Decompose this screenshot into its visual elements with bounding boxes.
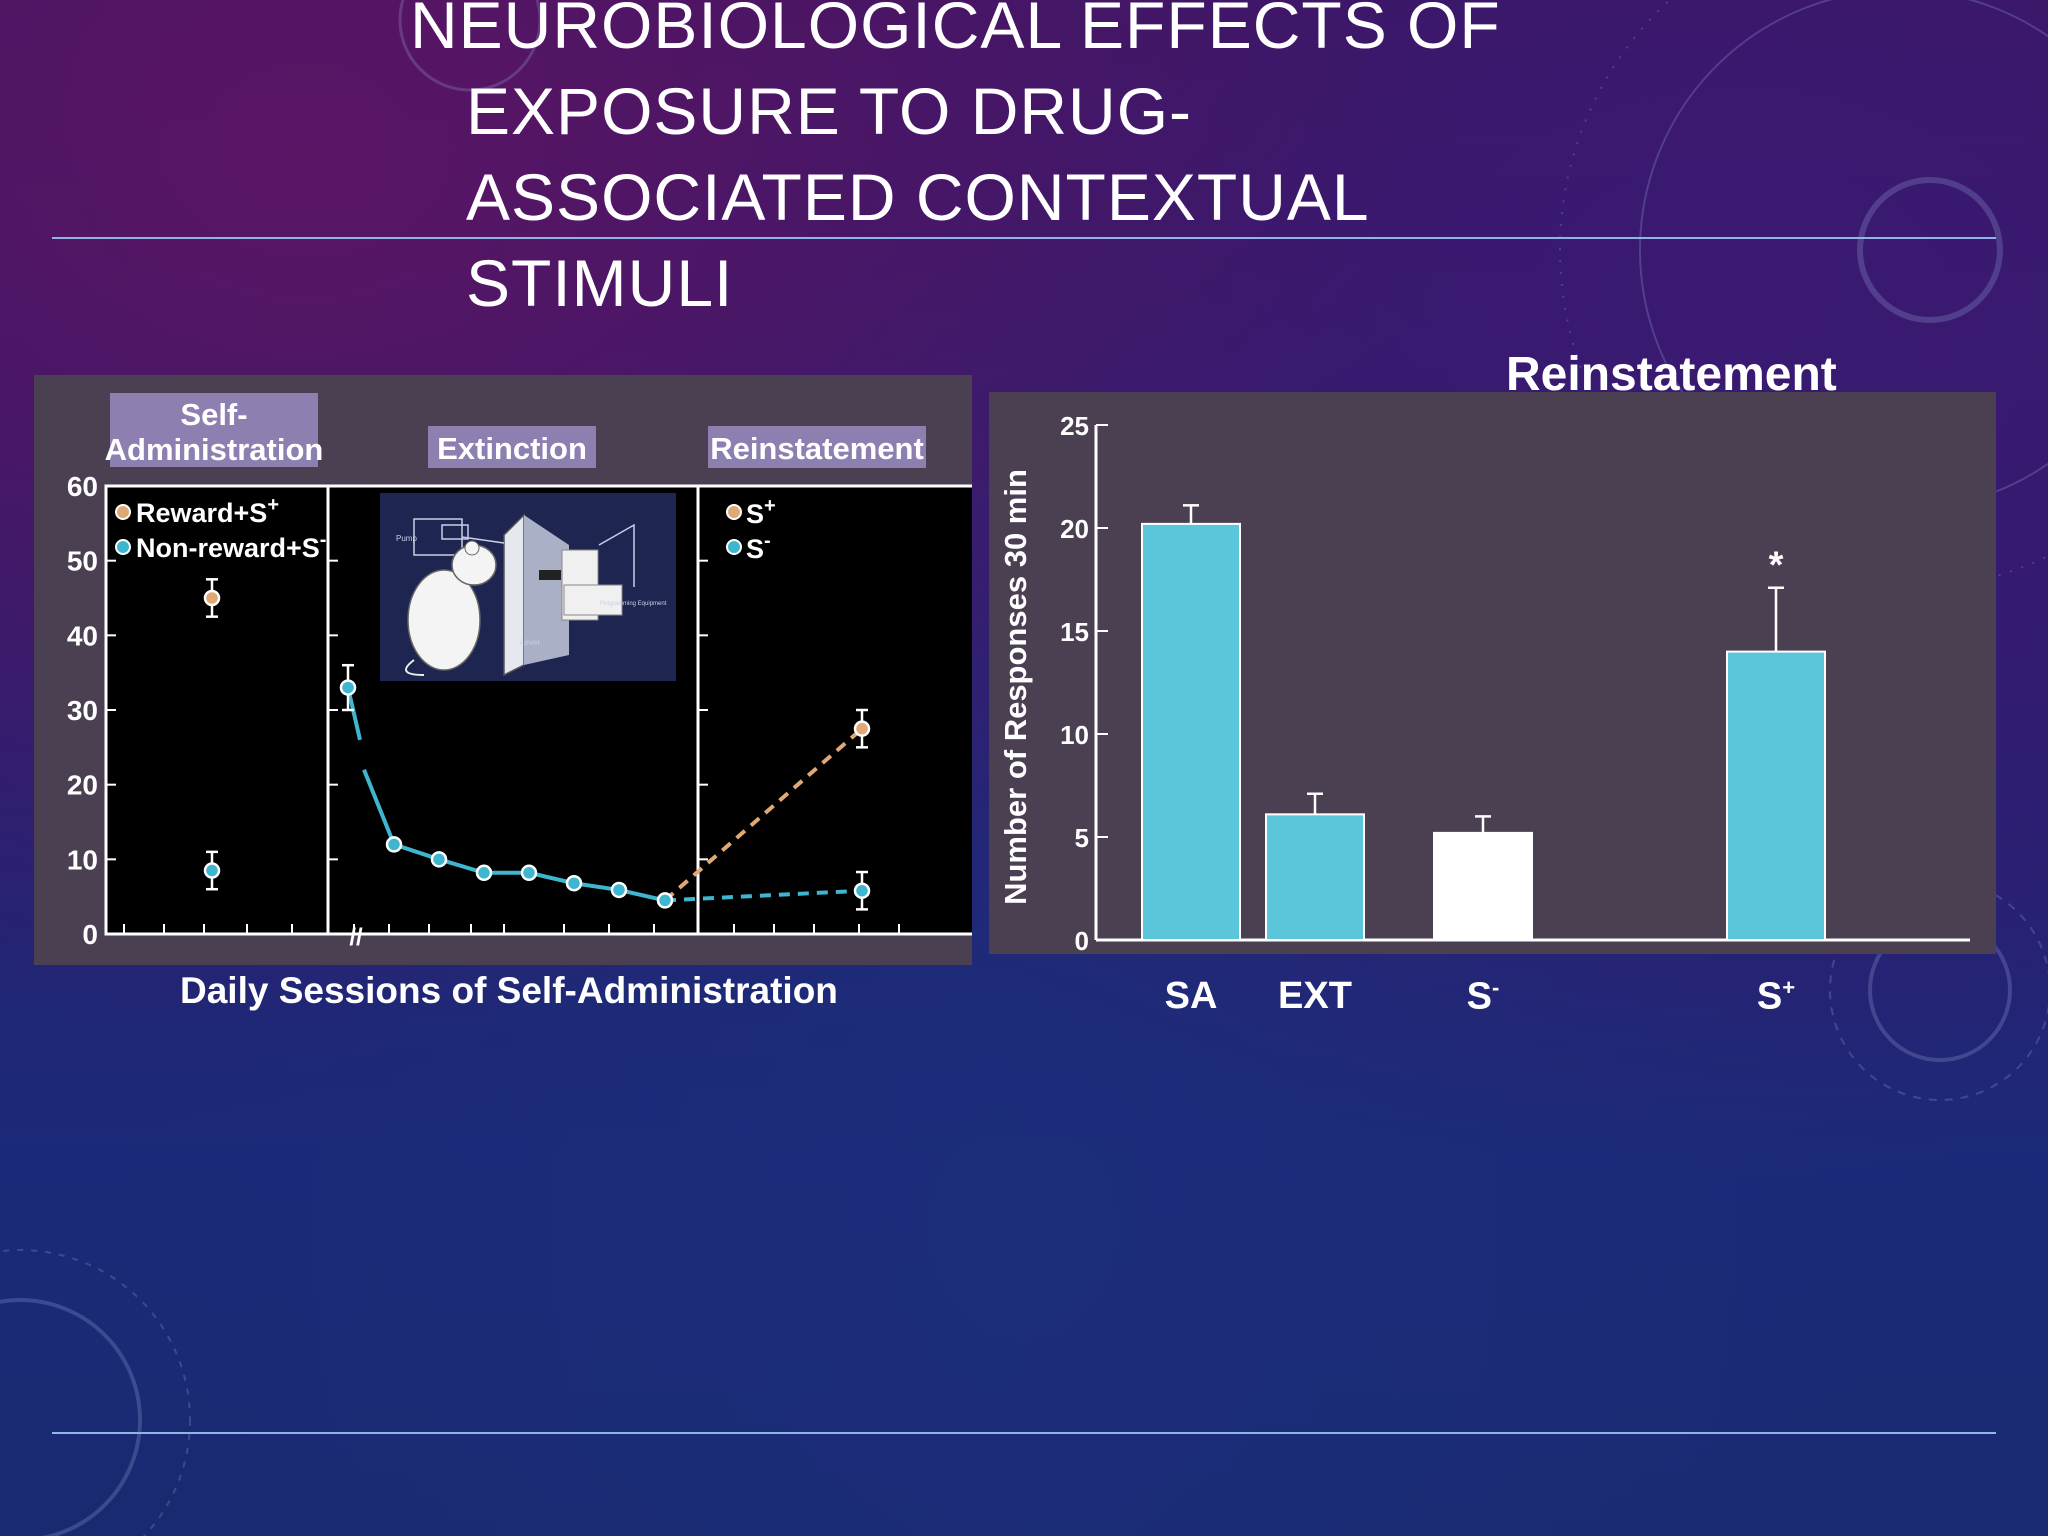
legend-text: Reward+S <box>136 498 267 528</box>
bar <box>1141 522 1241 941</box>
slide-title-line: ASSOCIATED CONTEXTUAL <box>466 160 1370 234</box>
slide-title: NEUROBIOLOGICAL EFFECTS OF EXPOSURE TO D… <box>410 0 1610 326</box>
axis-break: // <box>349 924 363 951</box>
y-tick-label: 20 <box>1060 514 1089 544</box>
x-category-text: SA <box>1164 975 1218 1017</box>
phase-label: Self- <box>180 397 247 432</box>
phase-label: Reinstatement <box>710 431 924 466</box>
data-point-extinction <box>339 679 357 696</box>
legend-label: Reward+S+ <box>136 494 279 528</box>
y-tick-label: 0 <box>1075 926 1089 954</box>
data-point-extinction <box>475 864 493 882</box>
y-tick-label: 40 <box>67 620 98 651</box>
data-marks: * <box>1141 504 1826 942</box>
y-tick-label: 0 <box>82 919 98 950</box>
data-point-extinction <box>610 881 628 899</box>
legend-sup: + <box>267 494 279 516</box>
deco-ring-bottom-left-dash <box>0 1249 191 1536</box>
legend-marker-sminus <box>726 539 742 555</box>
data-point-non-reward <box>203 862 221 879</box>
deco-ring-top-left <box>398 0 542 92</box>
x-category-text: S <box>1756 975 1783 1018</box>
x-category-label: EXT <box>1255 975 1375 1018</box>
data-point-reinstatement-sminus <box>853 882 871 899</box>
data-point-reward <box>203 589 221 607</box>
bar <box>1433 831 1533 942</box>
left-x-axis-caption: Daily Sessions of Self-Administration <box>180 970 838 1011</box>
slide-title-line: STIMULI <box>466 246 734 320</box>
data-point-extinction <box>520 864 538 882</box>
x-category-text: EXT <box>1278 975 1352 1017</box>
legend-sup: - <box>320 529 327 551</box>
data-point-extinction <box>385 836 403 853</box>
title-divider <box>52 237 1996 239</box>
legend-marker-nonreward <box>115 539 131 555</box>
legend-sup: + <box>764 495 776 517</box>
apparatus-inset: Pump Lever Programming Equipment <box>380 493 676 681</box>
x-category-label: S- <box>1423 975 1543 1019</box>
phase-box-reinstatement <box>708 426 926 468</box>
bar <box>1265 813 1365 941</box>
legend-label: S- <box>746 530 771 564</box>
y-axis-label: Number of Responses 30 min <box>998 469 1033 905</box>
y-axis: 0 10 20 30 40 50 60 // <box>67 471 900 951</box>
legend-marker-splus <box>726 504 742 520</box>
data-point-extinction <box>430 851 448 868</box>
y-tick-label: 20 <box>67 770 98 801</box>
x-category-label: SA <box>1131 975 1251 1018</box>
legend-sup: - <box>764 530 771 552</box>
footer-divider <box>52 1432 1996 1434</box>
inset-label: Pump <box>396 534 417 543</box>
legend-text: S <box>746 534 764 564</box>
reinstatement-bar-chart: Number of Responses 30 min 0 5 10 15 20 25 * <box>989 392 1996 954</box>
x-category-text: S <box>1466 975 1493 1018</box>
deco-ring-bottom-left <box>0 1298 142 1536</box>
y-tick-label: 15 <box>1060 617 1089 647</box>
data-point-extinction <box>565 874 583 892</box>
legend-label: Non-reward+S- <box>136 529 326 563</box>
data-point-extinction <box>656 892 674 909</box>
phase-box-extinction <box>428 426 596 468</box>
y-tick-label: 25 <box>1060 411 1089 441</box>
phase-label: Extinction <box>437 431 587 466</box>
series-line-reinstatement-sminus <box>664 888 863 903</box>
deco-ring-small <box>1857 177 2003 323</box>
slide-title-line: NEUROBIOLOGICAL EFFECTS OF <box>410 0 1501 62</box>
bar <box>1726 650 1826 941</box>
slide-title-line: EXPOSURE TO DRUG- <box>466 74 1193 148</box>
phase-box-self-administration <box>110 393 318 467</box>
y-tick-label: 30 <box>67 695 98 726</box>
y-tick-label: 50 <box>67 546 98 577</box>
y-tick-label: 10 <box>67 844 98 875</box>
series-line-reinstatement-splus <box>663 727 864 902</box>
x-category-label: S+ <box>1716 975 1836 1019</box>
data-marks <box>203 578 871 911</box>
inset-label: Programming Equipment <box>600 601 667 607</box>
inset-label: Lever <box>520 638 540 647</box>
legend-text: S <box>746 499 764 529</box>
legend-text: Non-reward+S <box>136 533 320 563</box>
y-tick-label: 10 <box>1060 720 1089 750</box>
x-category-sup: + <box>1782 975 1796 1000</box>
y-tick-label: 60 <box>67 471 98 502</box>
x-category-sup: - <box>1492 975 1500 1000</box>
phase-label: Administration <box>105 432 324 467</box>
time-course-chart: Self- Administration Extinction Reinstat… <box>34 375 972 965</box>
legend-label: S+ <box>746 495 776 529</box>
legend-marker-reward <box>115 504 131 520</box>
data-point-reinstatement-splus <box>853 720 871 737</box>
significance-marker: * <box>1769 545 1784 587</box>
y-tick-label: 5 <box>1075 823 1089 853</box>
